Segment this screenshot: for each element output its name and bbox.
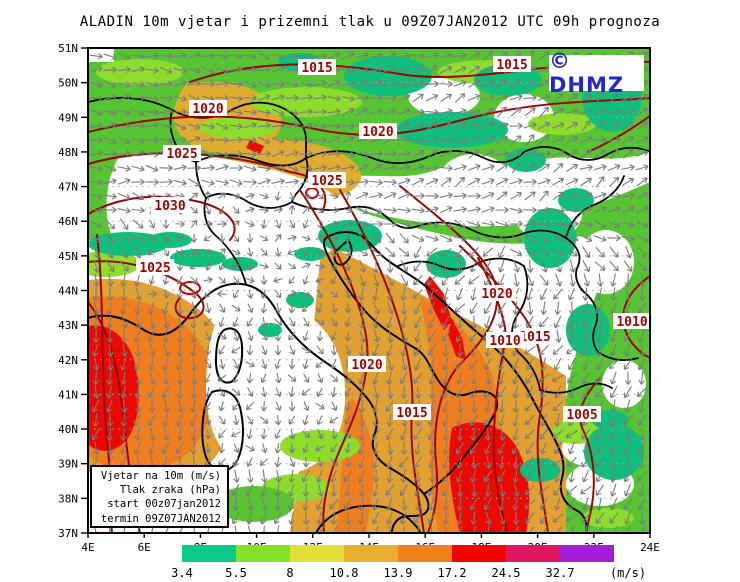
colorbar-segment: [452, 545, 506, 562]
isobar-label: 1015: [301, 61, 332, 76]
colorbar-segment: [398, 545, 452, 562]
isobar-label: 1020: [351, 358, 382, 373]
lat-tick-label: 46N: [58, 215, 78, 228]
colorbar-segment: [560, 545, 614, 562]
isobar-label: 1030: [154, 199, 185, 214]
lat-tick-label: 51N: [58, 42, 78, 55]
colorbar-tick-label: 5.5: [225, 566, 247, 580]
wind-speed-shading: [88, 48, 650, 533]
isobar-label: 1025: [166, 147, 197, 162]
isobar-label-bg: [348, 356, 386, 372]
info-line-variable: Vjetar na 10m (m/s): [100, 470, 221, 482]
colorbar-segment: [506, 545, 560, 562]
isobar-label: 1020: [192, 102, 223, 117]
isobar-label-bg: [308, 172, 346, 188]
isobar-label: 1025: [311, 174, 342, 189]
colorbar-tick-label: 13.9: [384, 566, 413, 580]
info-line-termin: termin 09Z07JAN2012: [100, 512, 221, 525]
isobar-label-bg: [163, 145, 201, 161]
wind-speed-colorbar: 3.4 5.5 8 10.8 13.9 17.2 24.5 32.7 (m/s): [171, 545, 646, 580]
isobar-label-bg: [136, 259, 174, 275]
isobar-label: 1010: [489, 334, 520, 349]
isobar-label-bg: [563, 406, 601, 422]
lat-tick-label: 40N: [58, 423, 78, 436]
lat-tick-label: 50N: [58, 77, 78, 90]
map-layers: 1015 1015 1020 1020 1025 1025 1030 1025 1020 1010…: [88, 48, 650, 533]
forecast-info-box: Vjetar na 10m (m/s) Tlak zraka (hPa) sta…: [90, 465, 229, 528]
info-line-pressure: Tlak zraka (hPa): [119, 484, 221, 497]
colorbar-tick-label: 10.8: [330, 566, 359, 580]
isobar-label-bg: [516, 328, 554, 344]
page-title: ALADIN 10m vjetar i prizemni tlak u 09Z0…: [79, 14, 661, 30]
lat-tick-label: 39N: [58, 458, 78, 471]
country-borders: [88, 97, 650, 394]
isobar-label: 1010: [616, 315, 647, 330]
lat-tick-label: 49N: [58, 111, 78, 124]
isobar-label-bg: [189, 100, 227, 116]
dhmz-watermark: © DHMZ: [549, 49, 644, 97]
isobar-label-bg: [298, 59, 336, 75]
colorbar-segment: [182, 545, 236, 562]
lon-tick-label: 4E: [81, 541, 94, 554]
isobar-label-bg: [478, 285, 516, 301]
isobar-label: 1005: [566, 408, 597, 423]
lat-tick-label: 38N: [58, 492, 78, 505]
isobar-label: 1015: [496, 58, 527, 73]
colorbar-tick-label: 8: [286, 566, 293, 580]
lon-tick-label: 6E: [138, 541, 151, 554]
colorbar-segment: [290, 545, 344, 562]
isobar-label-bg: [393, 404, 431, 420]
lat-tick-label: 41N: [58, 388, 78, 401]
isobar-label: 1020: [362, 125, 393, 140]
colorbar-tick-label: 24.5: [492, 566, 521, 580]
isobar-label-bg: [493, 56, 531, 72]
lat-tick-label: 42N: [58, 354, 78, 367]
info-line-start: start 00z07jan2012: [107, 498, 221, 511]
lat-tick-label: 43N: [58, 319, 78, 332]
dhmz-watermark-text: © DHMZ: [549, 49, 625, 97]
colorbar-tick-label: 32.7: [546, 566, 575, 580]
isobar-label: 1015: [396, 406, 427, 421]
isobar-label: 1015: [519, 330, 550, 345]
colorbar-tick-label: 17.2: [438, 566, 467, 580]
colorbar-segment: [236, 545, 290, 562]
isobar-label-bg: [486, 332, 524, 348]
isobar-labels: 1015 1015 1020 1020 1025 1025 1030 1025 1020 1010…: [136, 56, 650, 423]
colorbar-unit-label: (m/s): [610, 566, 646, 580]
isobar-label-bg: [151, 197, 189, 213]
colorbar-tick-label: 3.4: [171, 566, 193, 580]
isobar-label: 1020: [481, 287, 512, 302]
lat-tick-label: 44N: [58, 285, 78, 298]
lat-tick-label: 48N: [58, 146, 78, 159]
isobar-label: 1025: [139, 261, 170, 276]
isobar-label-bg: [359, 123, 397, 139]
lat-tick-label: 37N: [58, 527, 78, 540]
isobar-label-bg: [613, 313, 650, 329]
lat-tick-label: 45N: [58, 250, 78, 263]
lat-tick-label: 47N: [58, 181, 78, 194]
lon-tick-label: 24E: [640, 541, 660, 554]
colorbar-segment: [344, 545, 398, 562]
